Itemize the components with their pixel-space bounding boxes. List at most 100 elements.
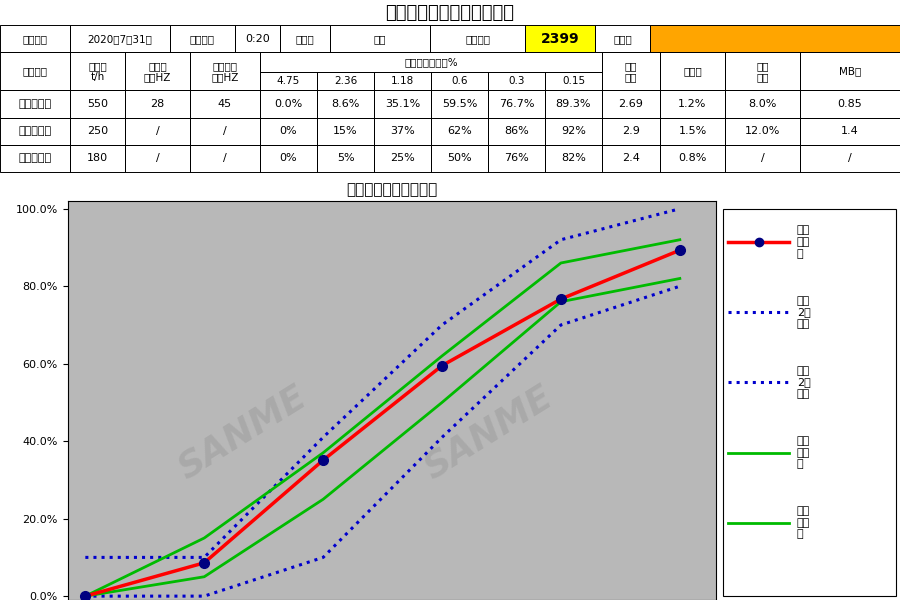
- Text: 1.2%: 1.2%: [679, 99, 706, 109]
- Text: /: /: [156, 126, 159, 136]
- Bar: [800, 52, 900, 91]
- Bar: [800, 145, 900, 172]
- Bar: [725, 91, 800, 118]
- Bar: [317, 145, 374, 172]
- Text: 方孔筛累计筛余%: 方孔筛累计筛余%: [404, 58, 458, 67]
- Text: 0.3: 0.3: [508, 76, 525, 86]
- Text: 我司上限值: 我司上限值: [18, 126, 51, 136]
- Bar: [70, 145, 125, 172]
- Bar: [595, 25, 650, 52]
- Text: 62%: 62%: [447, 126, 472, 136]
- Text: 国标
2区
下限: 国标 2区 下限: [796, 366, 810, 399]
- Text: /: /: [156, 153, 159, 163]
- Bar: [260, 145, 317, 172]
- Bar: [545, 145, 602, 172]
- Bar: [725, 52, 800, 91]
- Bar: [125, 145, 190, 172]
- Bar: [190, 118, 260, 145]
- Text: /: /: [223, 153, 227, 163]
- Text: 国标
2区
上限: 国标 2区 上限: [796, 296, 810, 329]
- Text: 0.15: 0.15: [562, 76, 585, 86]
- Text: 精品机砂生产质量实时数据: 精品机砂生产质量实时数据: [385, 4, 515, 22]
- Text: 二期: 二期: [374, 34, 386, 44]
- Bar: [280, 25, 330, 52]
- Bar: [374, 73, 431, 91]
- Bar: [545, 91, 602, 118]
- Bar: [602, 118, 660, 145]
- Text: 0.0%: 0.0%: [274, 99, 302, 109]
- Bar: [70, 25, 170, 52]
- Bar: [374, 118, 431, 145]
- Bar: [602, 145, 660, 172]
- Bar: [431, 91, 488, 118]
- Text: 我司
上限
值: 我司 上限 值: [796, 436, 810, 469]
- Text: 28: 28: [150, 99, 165, 109]
- Bar: [260, 91, 317, 118]
- Text: 8.6%: 8.6%: [331, 99, 360, 109]
- Text: 5%: 5%: [337, 153, 355, 163]
- Text: 生产线: 生产线: [295, 34, 314, 44]
- Text: 1.5%: 1.5%: [679, 126, 706, 136]
- Text: 180: 180: [87, 153, 108, 163]
- Bar: [317, 118, 374, 145]
- Text: 石粉
含量: 石粉 含量: [756, 61, 769, 82]
- Text: 0%: 0%: [280, 153, 297, 163]
- Bar: [317, 91, 374, 118]
- Bar: [800, 118, 900, 145]
- Bar: [330, 25, 430, 52]
- Text: 2.4: 2.4: [622, 153, 640, 163]
- Bar: [650, 25, 900, 52]
- Bar: [488, 118, 545, 145]
- Bar: [170, 25, 235, 52]
- Text: 0.85: 0.85: [838, 99, 862, 109]
- Bar: [190, 52, 260, 91]
- Text: 4.75: 4.75: [277, 76, 300, 86]
- Text: 2.36: 2.36: [334, 76, 357, 86]
- Bar: [660, 118, 725, 145]
- Bar: [488, 91, 545, 118]
- Text: /: /: [223, 126, 227, 136]
- Text: 76%: 76%: [504, 153, 529, 163]
- Bar: [545, 118, 602, 145]
- Text: 选粉机
频率HZ: 选粉机 频率HZ: [144, 61, 171, 82]
- Text: 抽样试验值: 抽样试验值: [18, 99, 51, 109]
- Bar: [0, 0, 900, 25]
- Text: 我司下限值: 我司下限值: [18, 153, 51, 163]
- Text: 550: 550: [87, 99, 108, 109]
- Title: 机制砂颗粒级配曲线图: 机制砂颗粒级配曲线图: [346, 182, 437, 197]
- Bar: [650, 25, 900, 52]
- Text: 35.1%: 35.1%: [385, 99, 420, 109]
- Bar: [430, 25, 525, 52]
- Text: 含水率: 含水率: [683, 67, 702, 76]
- Text: 45: 45: [218, 99, 232, 109]
- Bar: [260, 73, 317, 91]
- Text: 0.8%: 0.8%: [679, 153, 706, 163]
- Text: 25%: 25%: [390, 153, 415, 163]
- Bar: [602, 91, 660, 118]
- Text: 2020年7月31日: 2020年7月31日: [87, 34, 152, 44]
- Text: 0%: 0%: [280, 126, 297, 136]
- Text: 76.7%: 76.7%: [499, 99, 535, 109]
- Text: 细度
模数: 细度 模数: [625, 61, 637, 82]
- Text: 89.3%: 89.3%: [556, 99, 591, 109]
- Text: 试验日期: 试验日期: [22, 34, 48, 44]
- Bar: [525, 25, 595, 52]
- Bar: [0, 118, 70, 145]
- Text: SANME: SANME: [418, 380, 559, 485]
- Text: 50%: 50%: [447, 153, 472, 163]
- Text: 指标名称: 指标名称: [22, 67, 48, 76]
- Text: 2399: 2399: [541, 32, 580, 46]
- Text: /: /: [848, 153, 852, 163]
- Bar: [317, 73, 374, 91]
- Text: MB值: MB值: [839, 67, 861, 76]
- Bar: [70, 52, 125, 91]
- Bar: [488, 73, 545, 91]
- Bar: [260, 118, 317, 145]
- Text: 抽样
试验
值: 抽样 试验 值: [796, 226, 810, 259]
- Text: 离心风机
频率HZ: 离心风机 频率HZ: [212, 61, 239, 82]
- Bar: [725, 118, 800, 145]
- Text: 37%: 37%: [390, 126, 415, 136]
- Bar: [725, 145, 800, 172]
- Bar: [545, 73, 602, 91]
- Bar: [125, 52, 190, 91]
